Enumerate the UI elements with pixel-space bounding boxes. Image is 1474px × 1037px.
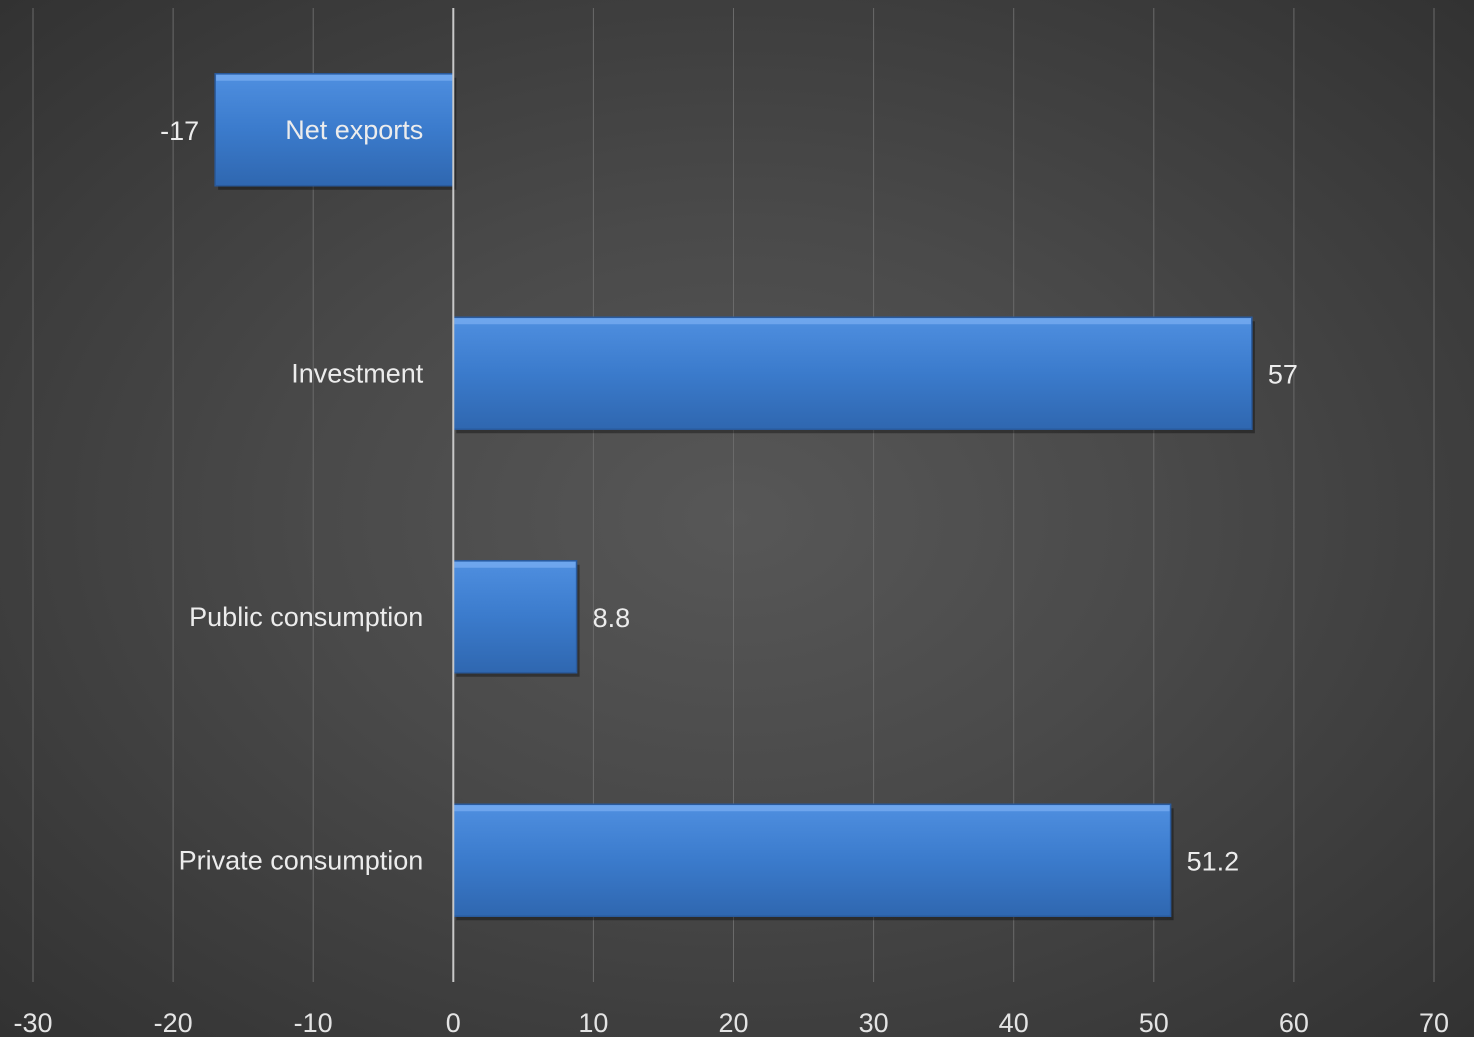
x-tick-label: 20 [718, 1008, 748, 1037]
x-tick-label: 40 [999, 1008, 1029, 1037]
data-label: 51.2 [1187, 846, 1240, 876]
category-label: Net exports [285, 115, 423, 145]
bar [452, 559, 580, 677]
category-label: Private consumption [179, 845, 424, 875]
x-tick-label: 60 [1279, 1008, 1309, 1037]
bar [452, 316, 1255, 434]
bar-body [452, 803, 1172, 918]
x-tick-label: 50 [1139, 1008, 1169, 1037]
bars [214, 72, 1255, 921]
bar-bevel-highlight [216, 74, 453, 81]
labels: -30 -20 -10 0 10 20 30 40 50 60 70 Net exports -17 In… [13, 115, 1449, 1037]
data-label: 8.8 [593, 603, 631, 633]
x-tick-label: 10 [578, 1008, 608, 1037]
category-label: Public consumption [189, 602, 423, 632]
bar [214, 72, 457, 190]
x-tick-label: -30 [13, 1008, 52, 1037]
bar-body [214, 72, 455, 187]
bar-bevel-highlight [454, 805, 1170, 812]
x-tick-label: -20 [154, 1008, 193, 1037]
x-tick-label: 70 [1419, 1008, 1449, 1037]
bar-bevel-highlight [454, 318, 1251, 325]
data-label: -17 [160, 116, 199, 146]
bar-body [452, 316, 1253, 431]
category-label: Investment [291, 358, 424, 388]
data-label: 57 [1268, 359, 1298, 389]
bar [452, 803, 1174, 921]
bar-body [452, 559, 578, 674]
x-tick-label: 30 [859, 1008, 889, 1037]
x-tick-label: -10 [294, 1008, 333, 1037]
bar-bevel-highlight [454, 561, 576, 568]
x-tick-label: 0 [446, 1008, 461, 1037]
